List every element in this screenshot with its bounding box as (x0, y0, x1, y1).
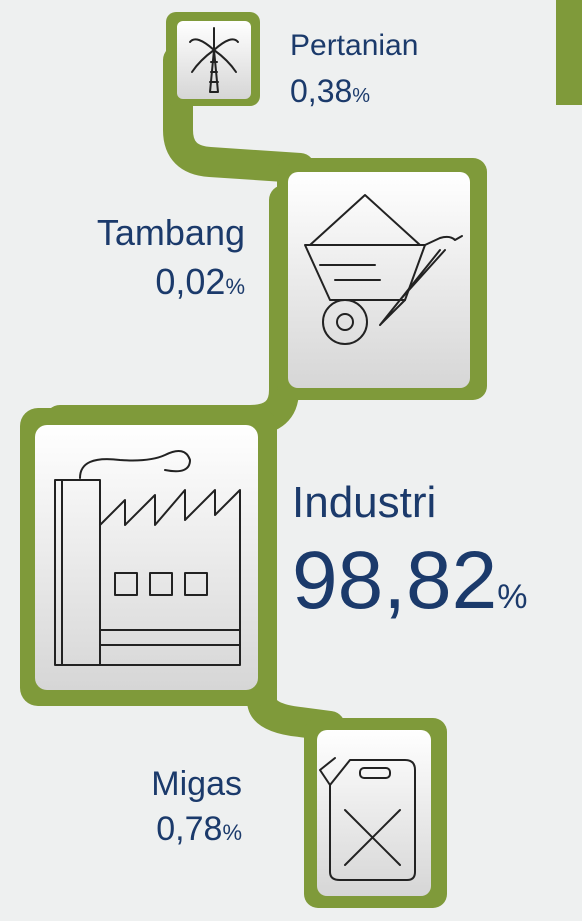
label: Industri (292, 478, 436, 527)
value: 98,82% (292, 535, 527, 626)
factory-icon (54, 450, 241, 666)
value-number: 0,38 (290, 73, 352, 109)
value: 0,78% (156, 810, 242, 848)
unit: % (497, 578, 527, 616)
value-number: 98,82 (292, 535, 497, 626)
value: 0,38% (290, 73, 370, 109)
value-number: 0,78 (156, 810, 222, 848)
unit: % (222, 820, 242, 845)
value-number: 0,02 (155, 261, 225, 302)
value: 0,02% (155, 261, 245, 302)
corner-accent (556, 0, 582, 105)
unit: % (225, 274, 245, 299)
label: Migas (151, 765, 242, 803)
unit: % (352, 85, 370, 107)
icon-box (317, 730, 431, 896)
jerrycan-icon (319, 757, 416, 881)
label: Tambang (97, 212, 245, 253)
palm-icon (189, 27, 239, 93)
icon-box (35, 425, 258, 690)
wheelbarrow-icon (304, 194, 463, 345)
label: Pertanian (290, 29, 418, 62)
